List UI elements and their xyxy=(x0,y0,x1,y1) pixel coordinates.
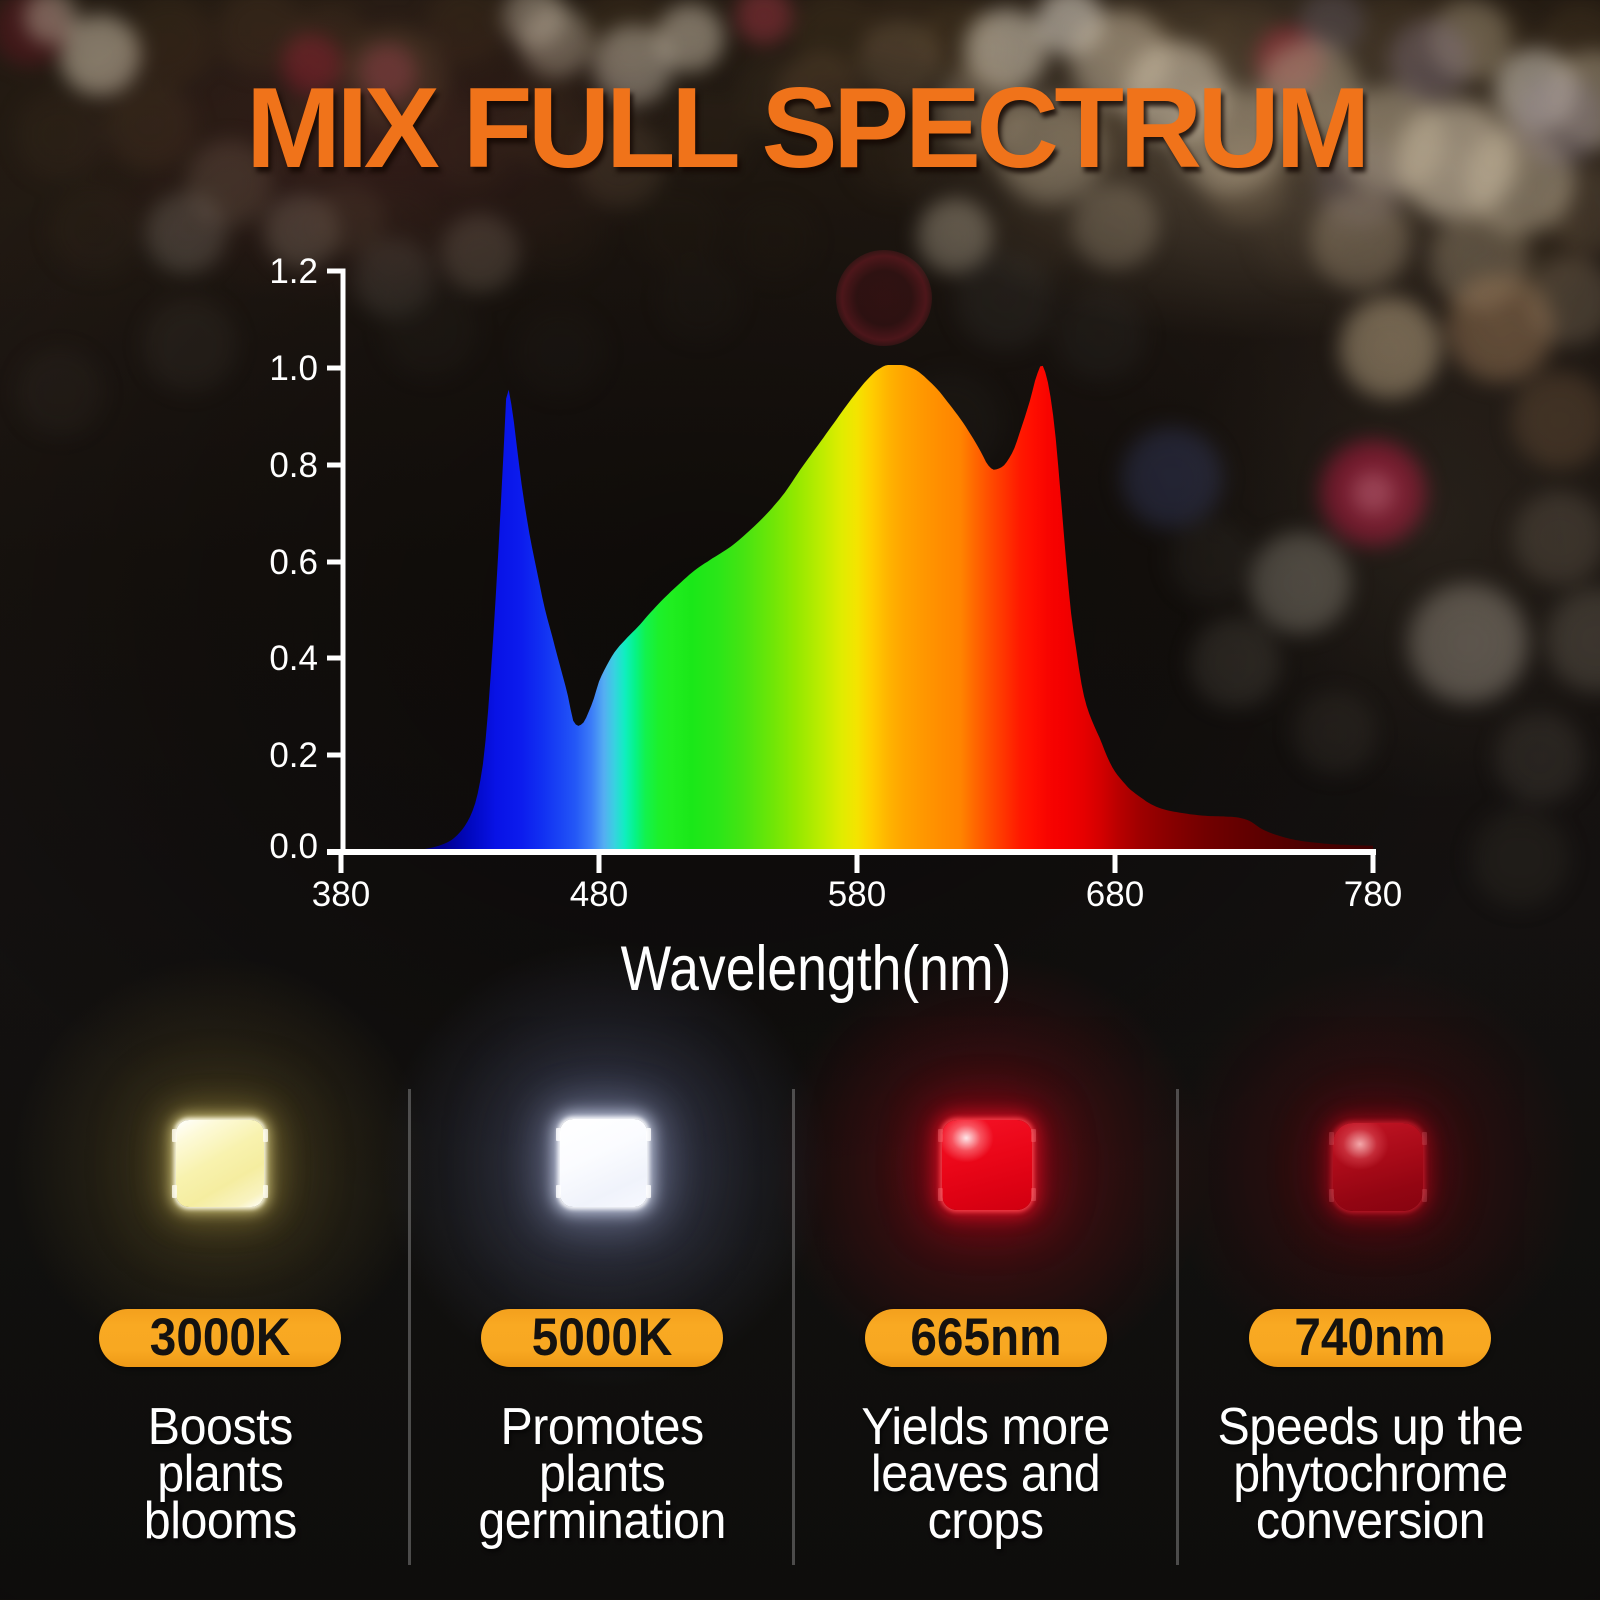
svg-text:0.2: 0.2 xyxy=(269,736,318,775)
svg-text:0.6: 0.6 xyxy=(269,543,318,582)
svg-text:680: 680 xyxy=(1086,875,1144,914)
svg-text:480: 480 xyxy=(570,875,628,914)
svg-text:380: 380 xyxy=(312,875,370,914)
svg-text:780: 780 xyxy=(1344,875,1402,914)
svg-text:0.8: 0.8 xyxy=(269,446,318,485)
svg-text:1.2: 1.2 xyxy=(269,252,318,291)
svg-text:1.0: 1.0 xyxy=(269,349,318,388)
svg-text:0.0: 0.0 xyxy=(269,827,318,866)
svg-text:Wavelength(nm): Wavelength(nm) xyxy=(621,934,1012,1004)
svg-text:580: 580 xyxy=(828,875,886,914)
svg-text:0.4: 0.4 xyxy=(269,639,318,678)
